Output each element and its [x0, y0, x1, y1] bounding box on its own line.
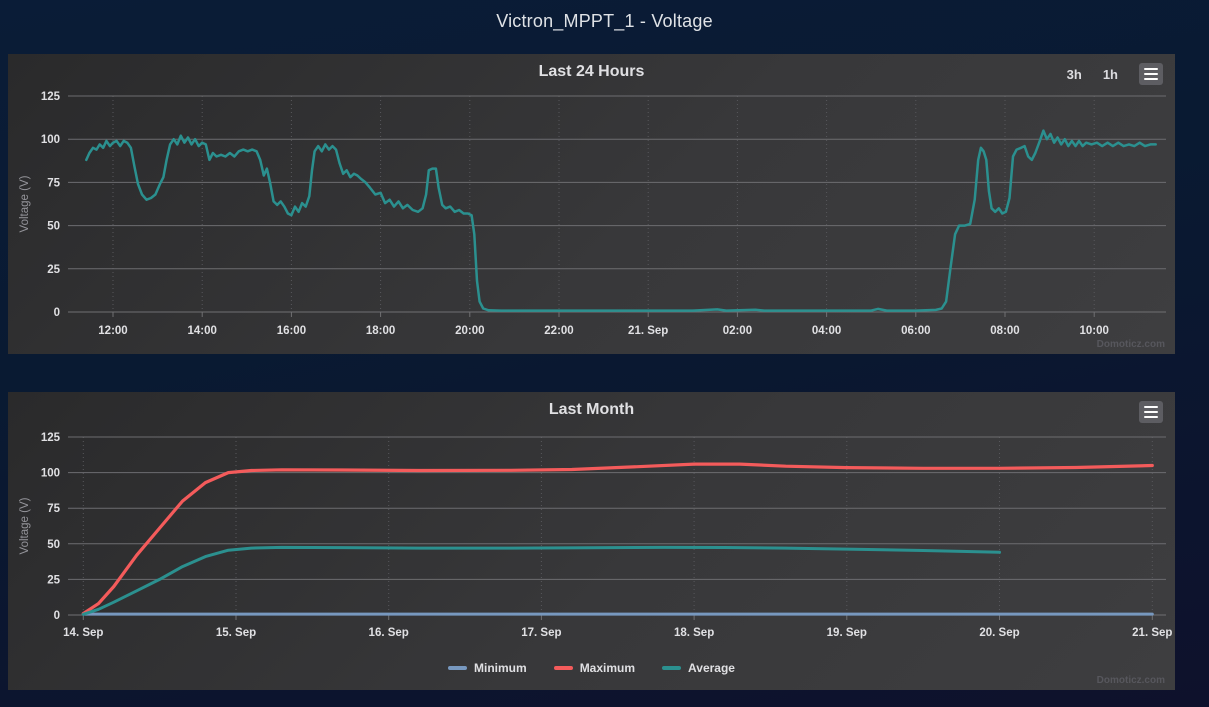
domoticz-credit: Domoticz.com: [1096, 339, 1165, 350]
x-tick-label: 21. Sep: [1132, 627, 1172, 639]
x-tick-label: 02:00: [723, 325, 752, 337]
y-tick-label: 50: [47, 539, 60, 551]
panel-last-month: 14. Sep 15. Sep 16. Sep 17. Sep 18. Sep 19. S…: [8, 392, 1175, 690]
x-tick-label: 17. Sep: [521, 627, 561, 639]
legend-swatch-minimum: [448, 666, 468, 670]
legend-label: Maximum: [579, 661, 636, 675]
y-tick-label: 50: [47, 221, 60, 233]
legend-swatch-maximum: [553, 666, 573, 670]
y-tick-label: 125: [41, 91, 61, 103]
chart-legend: Minimum Maximum Average: [8, 661, 1175, 675]
series-maximum-line[interactable]: [81, 462, 1154, 616]
x-tick-label: 22:00: [544, 325, 573, 337]
y-tick-label: 25: [47, 574, 60, 586]
y-tick-label: 25: [47, 264, 60, 276]
chart-title-last-month: Last Month: [548, 401, 635, 418]
series-voltage-line[interactable]: [85, 129, 1157, 312]
x-tick-label: 15. Sep: [216, 627, 256, 639]
y-tick-label: 0: [54, 307, 60, 319]
x-tick-label: 16. Sep: [369, 627, 409, 639]
range-button-1h[interactable]: 1h: [1102, 66, 1118, 82]
context-menu-button[interactable]: [1139, 401, 1163, 423]
legend-swatch-average: [662, 666, 682, 670]
y-tick-label: 100: [41, 468, 60, 480]
x-tick-label: 16:00: [277, 325, 306, 337]
panel-last-24-hours: 12:00 14:00 16:00 18:00 20:00 22:00 21. Sep 02:…: [8, 54, 1175, 354]
y-axis-title: Voltage (V): [19, 497, 31, 554]
page-title: Victron_MPPT_1 - Voltage: [496, 11, 713, 31]
hamburger-icon: [1144, 406, 1158, 409]
x-tick-label: 08:00: [990, 325, 1019, 337]
y-tick-label: 75: [47, 177, 60, 189]
chart-last-24-hours-plot[interactable]: 12:00 14:00 16:00 18:00 20:00 22:00 21. Sep 02:…: [8, 54, 1175, 354]
y-tick-label: 100: [41, 134, 60, 146]
x-tick-label: 19. Sep: [827, 627, 867, 639]
x-tick-label: 10:00: [1079, 325, 1108, 337]
range-button-3h[interactable]: 3h: [1066, 66, 1082, 82]
hamburger-icon: [1144, 68, 1158, 71]
x-tick-label: 14:00: [187, 325, 216, 337]
x-tick-label: 18. Sep: [674, 627, 714, 639]
chart-controls-24h: 3h 1h: [1067, 63, 1163, 85]
legend-item-minimum[interactable]: Minimum: [448, 661, 527, 675]
x-tick-label: 06:00: [901, 325, 930, 337]
y-axis-title: Voltage (V): [19, 175, 31, 232]
legend-item-maximum[interactable]: Maximum: [553, 661, 636, 675]
x-tick-label: 14. Sep: [63, 627, 103, 639]
x-tick-label: 18:00: [366, 325, 395, 337]
x-tick-label: 12:00: [98, 325, 127, 337]
series-average-line[interactable]: [81, 545, 1001, 616]
legend-label: Average: [688, 661, 735, 675]
domoticz-credit: Domoticz.com: [1096, 675, 1165, 686]
legend-item-average[interactable]: Average: [662, 661, 735, 675]
context-menu-button[interactable]: [1139, 63, 1163, 85]
chart-last-month-plot[interactable]: 14. Sep 15. Sep 16. Sep 17. Sep 18. Sep 19. S…: [8, 392, 1175, 690]
x-tick-label: 20:00: [455, 325, 484, 337]
y-tick-label: 125: [41, 432, 61, 444]
chart-controls-month: [1139, 401, 1163, 423]
x-tick-label: 20. Sep: [979, 627, 1019, 639]
x-tick-label: 04:00: [812, 325, 841, 337]
legend-label: Minimum: [474, 661, 527, 675]
chart-title-last-24-hours: Last 24 Hours: [538, 63, 645, 80]
x-tick-label: 21. Sep: [628, 325, 668, 337]
y-tick-label: 0: [54, 610, 60, 622]
y-tick-label: 75: [47, 503, 60, 515]
